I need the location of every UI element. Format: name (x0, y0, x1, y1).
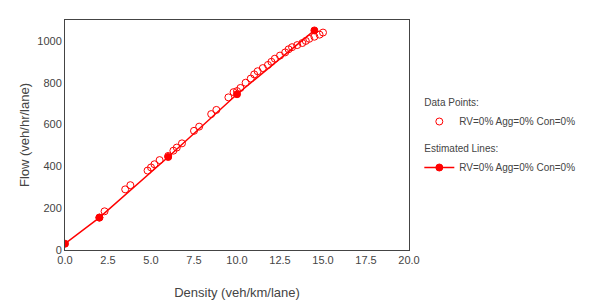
svg-text:0.0: 0.0 (57, 254, 72, 266)
svg-text:RV=0% Agg=0% Con=0%: RV=0% Agg=0% Con=0% (459, 116, 575, 127)
svg-text:1000: 1000 (37, 35, 61, 47)
svg-text:20.0: 20.0 (398, 254, 419, 266)
svg-text:600: 600 (43, 118, 61, 130)
svg-text:800: 800 (43, 77, 61, 89)
svg-text:RV=0% Agg=0% Con=0%: RV=0% Agg=0% Con=0% (459, 162, 575, 173)
svg-text:2.5: 2.5 (100, 254, 115, 266)
svg-text:400: 400 (43, 160, 61, 172)
svg-text:Data Points:: Data Points: (424, 97, 478, 108)
svg-text:12.5: 12.5 (269, 254, 290, 266)
svg-text:17.5: 17.5 (355, 254, 376, 266)
svg-text:Flow (veh/hr/lane): Flow (veh/hr/lane) (17, 83, 32, 187)
svg-text:200: 200 (43, 202, 61, 214)
svg-text:Density (veh/km/lane): Density (veh/km/lane) (174, 285, 300, 300)
svg-text:15.0: 15.0 (312, 254, 333, 266)
svg-text:5.0: 5.0 (143, 254, 158, 266)
svg-text:10.0: 10.0 (226, 254, 247, 266)
svg-text:0: 0 (56, 244, 62, 256)
svg-text:7.5: 7.5 (186, 254, 201, 266)
svg-text:Estimated Lines:: Estimated Lines: (424, 143, 498, 154)
